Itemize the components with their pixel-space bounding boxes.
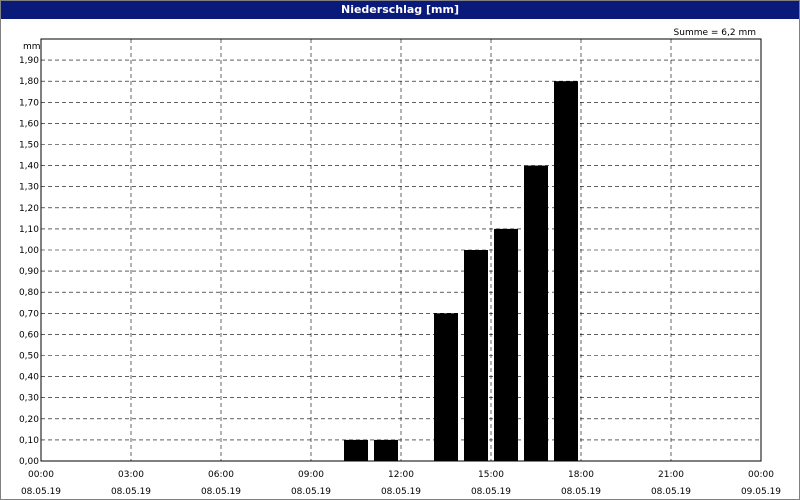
sum-annotation: Summe = 6,2 mm <box>674 28 756 38</box>
x-tick-time: 00:00 <box>748 470 774 480</box>
y-tick-label: 1,20 <box>19 204 39 214</box>
plot-border <box>40 38 762 462</box>
bar <box>554 81 578 461</box>
x-tick-time: 12:00 <box>388 470 414 480</box>
x-tick-time: 21:00 <box>658 470 684 480</box>
y-tick-label: 1,50 <box>19 141 39 151</box>
y-tick-label: 1,70 <box>19 98 39 108</box>
y-tick-label: 1,10 <box>19 225 39 235</box>
x-tick-time: 18:00 <box>568 470 594 480</box>
y-tick-label: 0,40 <box>19 373 39 383</box>
bar <box>344 439 368 461</box>
bar <box>524 165 548 461</box>
y-tick-label: 1,90 <box>19 56 39 66</box>
x-tick-date: 08.05.19 <box>651 487 691 497</box>
grid <box>41 39 761 461</box>
y-tick-labels: 0,00 0,10 0,20 0,30 0,40 0,50 0,60 0,70 0,80 0,90… <box>19 56 39 467</box>
bar <box>464 250 488 461</box>
y-axis-label: mm <box>23 42 41 52</box>
x-tick-date: 08.05.19 <box>381 487 421 497</box>
x-tick-time: 06:00 <box>208 470 234 480</box>
x-tick-labels: 00:00 08.05.19 03:00 08.05.19 06:00 08.05.19 0… <box>21 470 781 497</box>
bar <box>494 228 518 461</box>
y-tick-label: 0,00 <box>19 457 39 467</box>
x-tick-date: 08.05.19 <box>471 487 511 497</box>
y-tick-label: 1,00 <box>19 246 39 256</box>
y-tick-label: 1,30 <box>19 183 39 193</box>
x-tick-date: 08.05.19 <box>21 487 61 497</box>
y-tick-label: 0,20 <box>19 415 39 425</box>
y-tick-label: 0,80 <box>19 288 39 298</box>
x-tick-date: 09.05.19 <box>741 487 781 497</box>
x-tick-date: 08.05.19 <box>561 487 601 497</box>
bar <box>374 439 398 461</box>
bar <box>434 313 458 461</box>
y-tick-label: 0,30 <box>19 394 39 404</box>
y-tick-label: 1,60 <box>19 119 39 129</box>
x-tick-time: 00:00 <box>28 470 54 480</box>
y-tick-label: 0,70 <box>19 309 39 319</box>
x-tick-time: 15:00 <box>478 470 504 480</box>
x-tick-date: 08.05.19 <box>111 487 151 497</box>
y-tick-label: 1,40 <box>19 162 39 172</box>
y-tick-label: 0,60 <box>19 330 39 340</box>
chart-title: Niederschlag [mm] <box>1 1 799 19</box>
y-tick-label: 0,50 <box>19 352 39 362</box>
y-tick-label: 0,90 <box>19 267 39 277</box>
x-tick-date: 08.05.19 <box>201 487 241 497</box>
x-tick-time: 03:00 <box>118 470 144 480</box>
x-tick-date: 08.05.19 <box>291 487 331 497</box>
x-tick-time: 09:00 <box>298 470 324 480</box>
bars <box>344 81 578 461</box>
y-tick-label: 0,10 <box>19 436 39 446</box>
y-tick-label: 1,80 <box>19 77 39 87</box>
